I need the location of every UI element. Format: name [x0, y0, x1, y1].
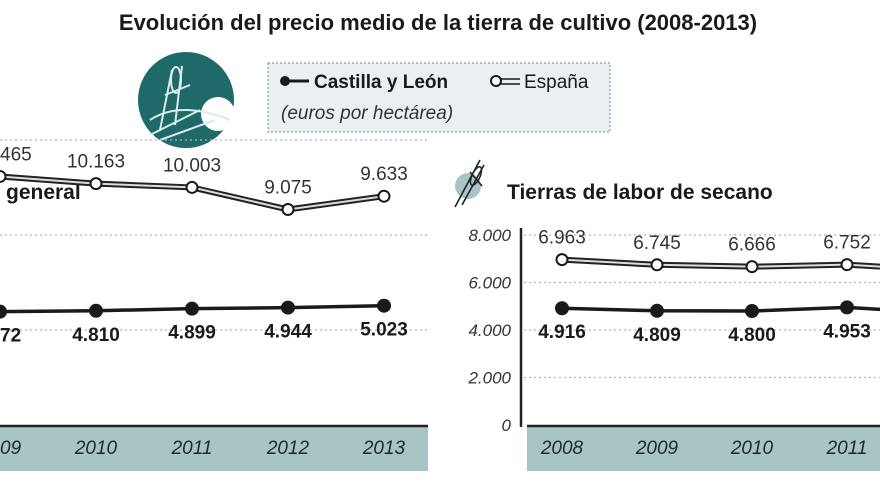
x-tick-label: 2013	[362, 438, 406, 459]
data-point-castilla	[745, 304, 759, 318]
data-label-castilla: 5.023	[360, 320, 408, 341]
data-point-castilla	[377, 298, 391, 313]
data-point-castilla	[0, 304, 7, 319]
x-tick-label: 2011	[826, 438, 868, 459]
data-point-espana	[745, 260, 759, 274]
data-point-espana	[840, 258, 854, 272]
chart-title: Evolución del precio medio de la tierra …	[119, 10, 757, 35]
data-label-castilla: 4.916	[538, 322, 586, 343]
data-label-espana: 10.163	[67, 152, 125, 173]
data-point-espana	[89, 177, 103, 191]
data-point-castilla	[281, 300, 295, 315]
y-tick-label: 2.000	[467, 369, 511, 388]
data-label-espana: 6.745	[633, 233, 681, 254]
x-tick-label: 2012	[266, 438, 310, 459]
data-point-castilla	[555, 301, 569, 316]
chart-general: general 09 2010 2011 2012 2013 465 10.163 10.00…	[0, 139, 428, 471]
y-tick-label: 6.000	[468, 274, 511, 293]
legend-marker-castilla	[280, 76, 309, 86]
series-line-castilla	[561, 305, 880, 313]
data-point-espana	[185, 180, 199, 194]
y-tick-label: 4.000	[468, 321, 511, 340]
data-point-espana	[0, 169, 7, 183]
data-point-castilla	[89, 303, 103, 318]
data-label-espana: 6.963	[538, 228, 586, 249]
chart-secano-title: Tierras de labor de secano	[507, 181, 773, 204]
wheat-field-icon	[138, 52, 235, 148]
unit-label: (euros por hectárea)	[281, 103, 453, 124]
year-band	[0, 427, 428, 471]
chart-general-title: general	[6, 181, 81, 204]
x-tick-label: 09	[0, 438, 22, 459]
x-tick-label: 2008	[540, 438, 584, 459]
data-point-espana	[650, 258, 664, 272]
data-label-castilla: 72	[0, 326, 21, 347]
legend-marker-espana	[490, 75, 520, 87]
x-tick-label: 2010	[730, 438, 774, 459]
data-label-espana: 6.666	[728, 235, 776, 256]
x-tick-label: 2010	[74, 438, 118, 459]
data-label-castilla: 4.953	[823, 321, 871, 342]
data-label-espana: 6.752	[823, 233, 871, 254]
year-band	[527, 427, 880, 471]
data-label-espana: 10.003	[163, 155, 221, 176]
data-point-castilla	[185, 301, 199, 316]
data-point-castilla	[840, 300, 854, 315]
data-label-castilla: 4.899	[168, 323, 216, 344]
legend-label-espana: España	[524, 72, 589, 93]
data-label-castilla: 4.810	[72, 325, 120, 346]
data-label-espana: 465	[0, 144, 32, 165]
data-point-castilla	[650, 303, 664, 318]
data-label-espana: 9.633	[360, 164, 408, 185]
chart-secano: Tierras de labor de secano 8.000 6.000 4.0…	[454, 159, 880, 471]
wheat-icon	[454, 159, 485, 208]
data-point-espana	[555, 253, 569, 267]
x-tick-label: 2011	[171, 438, 213, 459]
data-label-castilla: 4.944	[264, 322, 312, 343]
data-label-espana: 9.075	[264, 177, 312, 198]
data-point-espana	[281, 202, 295, 216]
y-tick-label: 0	[502, 416, 512, 435]
y-tick-label: 8.000	[468, 226, 511, 245]
data-label-castilla: 4.809	[633, 325, 681, 346]
data-label-castilla: 4.800	[728, 325, 776, 346]
legend: Castilla y León España (euros por hectár…	[267, 62, 611, 133]
data-point-espana	[377, 189, 391, 203]
x-tick-label: 2009	[635, 438, 679, 459]
legend-label-castilla: Castilla y León	[314, 72, 448, 93]
